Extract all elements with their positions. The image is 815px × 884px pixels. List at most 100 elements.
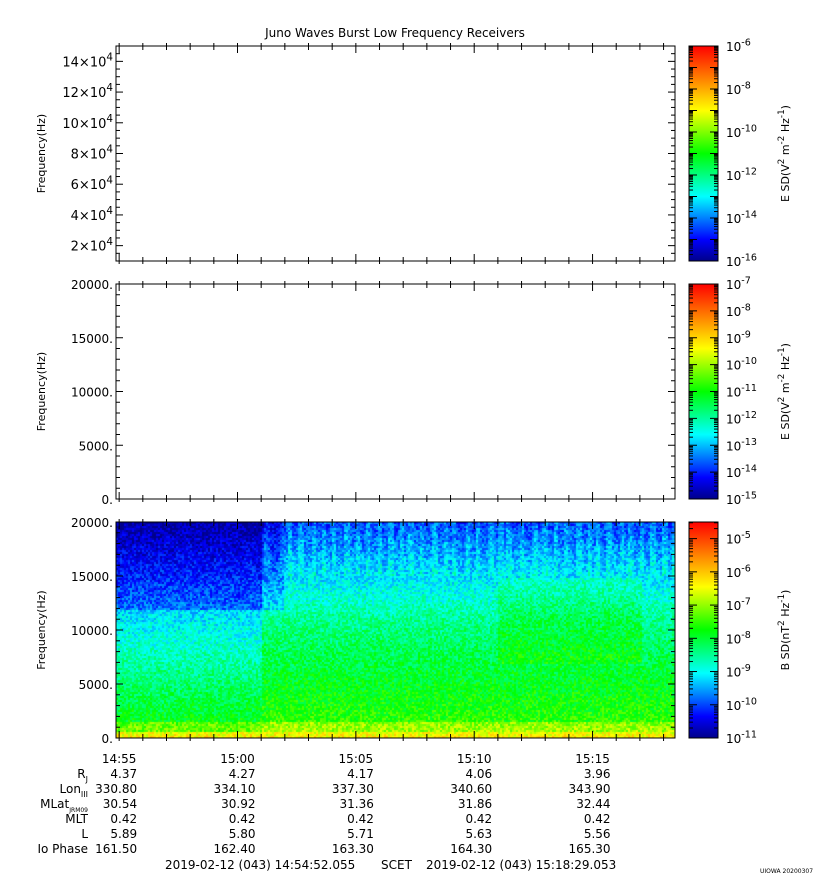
ephemeris-value: 31.36 <box>339 797 373 811</box>
time-tick-label: 15:00 <box>220 752 255 766</box>
y-tick-label: 20000. <box>71 516 113 530</box>
time-tick-label: 15:05 <box>339 752 374 766</box>
colorbar-tick-label: 10-11 <box>726 383 757 399</box>
footer-end-time: 2019-02-12 (043) 15:18:29.053 <box>426 858 616 872</box>
colorbar-tick-label: 10-10 <box>726 356 757 372</box>
colorbar-tick-label: 10-9 <box>726 329 751 345</box>
colorbar-label: E SD(V2 m-2 Hz-1) <box>777 343 792 440</box>
colorbar-3 <box>688 521 719 739</box>
footer-scet-label: SCET <box>381 858 413 872</box>
colorbar-tick-label: 10-7 <box>726 597 751 613</box>
y-tick-label: 10000. <box>71 624 113 638</box>
ephemeris-value: 0.42 <box>347 812 374 826</box>
time-tick-label: 14:55 <box>102 752 137 766</box>
y-tick-label: 6×104 <box>71 174 114 193</box>
y-tick-label: 14×104 <box>62 52 113 71</box>
ephemeris-value: 5.71 <box>347 827 374 841</box>
ephemeris-value: 4.17 <box>347 767 374 781</box>
credit-label: UIOWA 20200307 <box>760 868 813 875</box>
y-tick-label: 20000. <box>71 278 113 292</box>
plot-frame-2 <box>115 283 676 500</box>
colorbar-label: B SD(nT2 Hz-1) <box>777 590 792 671</box>
ephemeris-value: 343.90 <box>569 782 611 796</box>
ephemeris-value: 5.56 <box>584 827 611 841</box>
colorbar-tick-label: 10-14 <box>726 210 757 226</box>
ephemeris-value: 330.80 <box>95 782 137 796</box>
colorbar-tick-label: 10-6 <box>726 563 751 579</box>
spectrogram-panel-3: 0. 5000. 10000. 15000. 20000. Frequency(Hz) 10… <box>35 516 792 746</box>
colorbar-tick-label: 10-13 <box>726 437 757 453</box>
ephemeris-value: 5.80 <box>229 827 256 841</box>
ephemeris-value: 161.50 <box>95 842 137 856</box>
ephemeris-row-label: LonIII <box>60 782 89 799</box>
y-tick-label: 15000. <box>71 570 113 584</box>
ephemeris-value: 5.63 <box>465 827 492 841</box>
y-tick-label: 0. <box>102 493 113 507</box>
ephemeris-value: 30.92 <box>221 797 255 811</box>
y-tick-label: 10×104 <box>62 113 113 132</box>
ephemeris-value: 5.89 <box>110 827 137 841</box>
y-tick-label: 8×104 <box>71 144 114 163</box>
colorbar-tick-label: 10-9 <box>726 663 751 679</box>
colorbar-tick-label: 10-10 <box>726 124 757 140</box>
spectrogram-panel-1: 2×104 4×104 6×104 8×104 10×104 12×104 14×104 Fr… <box>35 38 792 269</box>
colorbar-label: E SD(V2 m-2 Hz-1) <box>777 105 792 202</box>
ephemeris-row-label: Io Phase <box>37 842 88 856</box>
ephemeris-value: 337.30 <box>332 782 374 796</box>
colorbar-tick-label: 10-10 <box>726 696 757 712</box>
ephemeris-value: 334.10 <box>214 782 256 796</box>
y-tick-label: 0. <box>102 732 113 746</box>
ephemeris-row-label: RJ <box>77 767 88 784</box>
ephemeris-row-label: MLT <box>65 812 88 826</box>
colorbar-tick-label: 10-7 <box>726 276 751 292</box>
footer-start-time: 2019-02-12 (043) 14:54:52.055 <box>165 858 355 872</box>
spectrogram-image <box>116 522 675 738</box>
colorbar-tick-label: 10-5 <box>726 530 751 546</box>
spectrogram-panels: 2×104 4×104 6×104 8×104 10×104 12×104 14×104 Fr… <box>35 38 792 746</box>
y-tick-label: 10000. <box>71 386 113 400</box>
ephemeris-value: 32.44 <box>576 797 610 811</box>
y-tick-label: 4×104 <box>71 205 114 224</box>
ephemeris-value: 4.06 <box>465 767 492 781</box>
ephemeris-table: RJ 4.37 4.27 4.17 4.06 3.96 LonIII 330.80 334.10… <box>37 767 610 856</box>
colorbar-tick-label: 10-12 <box>726 167 757 183</box>
y-tick-label: 2×104 <box>71 236 114 255</box>
ephemeris-value: 4.27 <box>229 767 256 781</box>
ephemeris-value: 165.30 <box>569 842 611 856</box>
spectrogram-panel-2: 0. 5000. 10000. 15000. 20000. Frequency(Hz) 10… <box>35 276 792 507</box>
ephemeris-value: 4.37 <box>110 767 137 781</box>
plot-frame-1 <box>115 45 676 262</box>
y-axis-label: Frequency(Hz) <box>35 590 48 669</box>
colorbar-tick-label: 10-6 <box>726 38 751 54</box>
colorbar-tick-label: 10-14 <box>726 464 757 480</box>
ephemeris-value: 3.96 <box>584 767 611 781</box>
ephemeris-row-label: L <box>81 827 88 841</box>
ephemeris-value: 163.30 <box>332 842 374 856</box>
y-axis-label: Frequency(Hz) <box>35 352 48 431</box>
spectrogram-canvas <box>116 522 675 738</box>
colorbar-tick-label: 10-8 <box>726 630 751 646</box>
colorbar-tick-label: 10-8 <box>726 81 751 97</box>
figure-title: Juno Waves Burst Low Frequency Receivers <box>264 26 525 40</box>
y-axis-label: Frequency(Hz) <box>35 114 48 193</box>
ephemeris-value: 0.42 <box>584 812 611 826</box>
y-tick-label: 15000. <box>71 332 113 346</box>
colorbar-tick-label: 10-12 <box>726 410 757 426</box>
time-axis-labels: 14:55 15:00 15:05 15:10 15:15 <box>102 752 610 766</box>
colorbar-tick-label: 10-15 <box>726 491 757 507</box>
ephemeris-value: 0.42 <box>229 812 256 826</box>
ephemeris-value: 0.42 <box>110 812 137 826</box>
ephemeris-value: 30.54 <box>103 797 137 811</box>
ephemeris-value: 31.86 <box>458 797 492 811</box>
y-tick-label: 5000. <box>79 678 113 692</box>
ephemeris-row-label: MLatJRM09 <box>40 797 88 814</box>
y-tick-label: 12×104 <box>62 82 113 101</box>
time-tick-label: 15:10 <box>457 752 492 766</box>
colorbar-tick-label: 10-8 <box>726 302 751 318</box>
colorbar-tick-label: 10-16 <box>726 253 757 269</box>
y-tick-label: 5000. <box>79 439 113 453</box>
ephemeris-value: 162.40 <box>214 842 256 856</box>
time-tick-label: 15:15 <box>575 752 610 766</box>
colorbar-tick-label: 10-11 <box>726 730 757 746</box>
